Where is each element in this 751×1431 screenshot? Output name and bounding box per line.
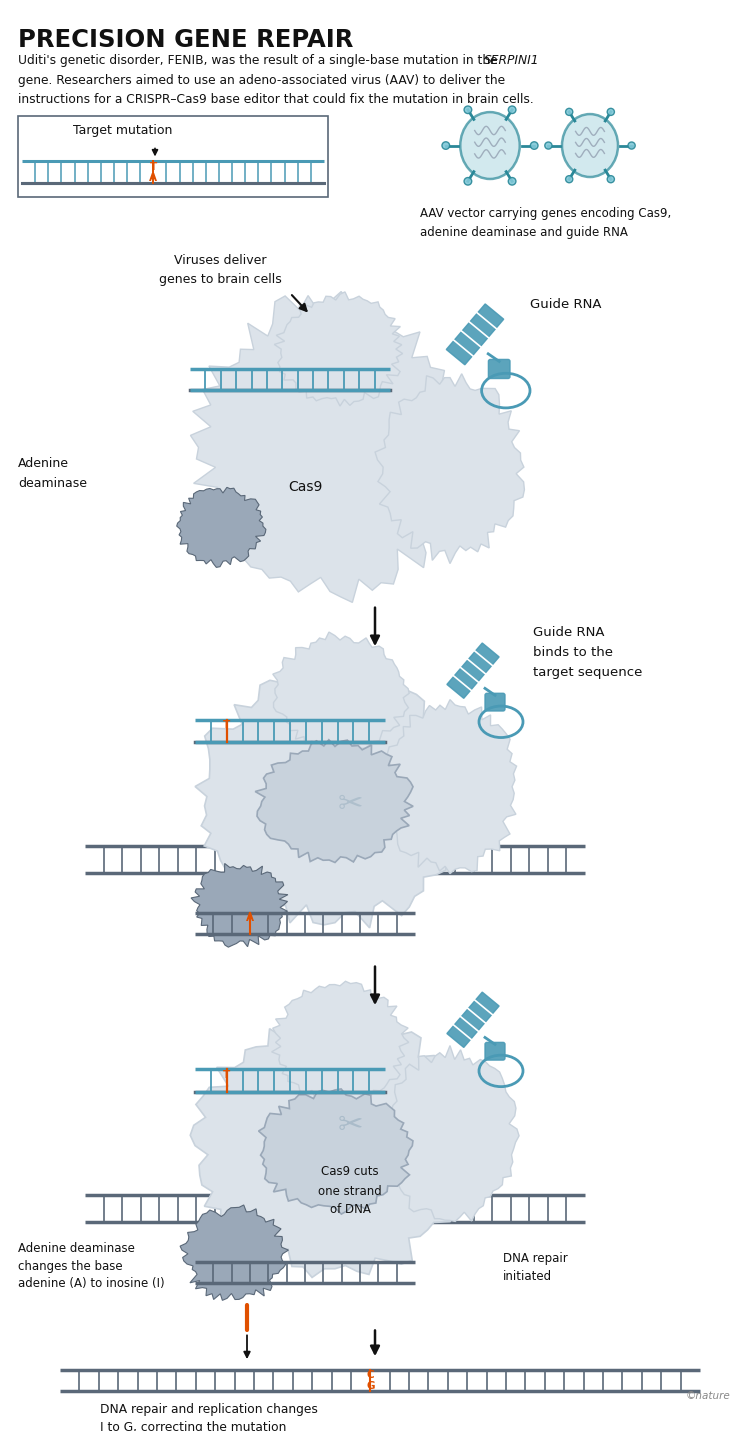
Ellipse shape (544, 142, 552, 149)
FancyBboxPatch shape (485, 693, 505, 711)
Ellipse shape (608, 176, 614, 183)
Ellipse shape (566, 109, 573, 116)
Text: SERPINI1: SERPINI1 (484, 54, 539, 67)
Text: A: A (149, 173, 157, 183)
FancyBboxPatch shape (485, 1042, 505, 1060)
Text: Cas9: Cas9 (288, 479, 322, 494)
Polygon shape (176, 488, 266, 567)
Ellipse shape (628, 142, 635, 149)
Text: adenine (A) to inosine (I): adenine (A) to inosine (I) (18, 1278, 164, 1291)
FancyBboxPatch shape (18, 116, 328, 196)
Text: ©nature: ©nature (685, 1391, 730, 1401)
Polygon shape (191, 292, 470, 602)
Text: ✂: ✂ (337, 1112, 363, 1141)
Polygon shape (381, 1046, 519, 1222)
Text: I to G, correcting the mutation: I to G, correcting the mutation (100, 1421, 286, 1431)
Text: A: A (246, 913, 254, 923)
Ellipse shape (460, 112, 520, 179)
Text: PRECISION GENE REPAIR: PRECISION GENE REPAIR (18, 27, 354, 52)
Polygon shape (255, 740, 413, 863)
Polygon shape (274, 292, 403, 406)
Text: gene. Researchers aimed to use an adeno-associated virus (AAV) to deliver the: gene. Researchers aimed to use an adeno-… (18, 74, 505, 87)
Text: Guide RNA: Guide RNA (530, 298, 602, 312)
Text: Cas9 cuts: Cas9 cuts (321, 1165, 379, 1178)
FancyBboxPatch shape (488, 359, 510, 379)
Text: deaminase: deaminase (18, 477, 87, 489)
Ellipse shape (464, 106, 472, 113)
Text: C: C (366, 1371, 374, 1381)
Text: instructions for a CRISPR–Cas9 base editor that could fix the mutation in brain : instructions for a CRISPR–Cas9 base edit… (18, 93, 534, 106)
Polygon shape (258, 1089, 413, 1213)
Text: of DNA: of DNA (330, 1202, 370, 1216)
Text: Uditi's genetic disorder, FENIB, was the result of a single-base mutation in the: Uditi's genetic disorder, FENIB, was the… (18, 54, 502, 67)
Text: DNA repair: DNA repair (503, 1252, 568, 1265)
Ellipse shape (562, 114, 618, 177)
Text: Target mutation: Target mutation (73, 124, 173, 137)
Polygon shape (447, 643, 499, 698)
Polygon shape (272, 982, 409, 1103)
Text: Viruses deliver: Viruses deliver (173, 253, 267, 266)
Polygon shape (446, 303, 504, 365)
Ellipse shape (530, 142, 538, 149)
Polygon shape (190, 1017, 472, 1278)
Text: T: T (149, 162, 157, 172)
Text: T: T (223, 720, 231, 730)
Text: adenine deaminase and guide RNA: adenine deaminase and guide RNA (420, 226, 628, 239)
Polygon shape (382, 700, 517, 873)
Text: AAV vector carrying genes encoding Cas9,: AAV vector carrying genes encoding Cas9, (420, 206, 671, 219)
Polygon shape (447, 992, 499, 1047)
Text: Adenine: Adenine (18, 458, 69, 471)
Polygon shape (180, 1205, 288, 1301)
Ellipse shape (442, 142, 450, 149)
Text: target sequence: target sequence (533, 665, 642, 678)
Text: G: G (366, 1381, 375, 1391)
Polygon shape (191, 863, 288, 947)
Ellipse shape (464, 177, 472, 185)
Text: genes to brain cells: genes to brain cells (158, 273, 282, 286)
Ellipse shape (608, 109, 614, 116)
Text: Adenine deaminase: Adenine deaminase (18, 1242, 135, 1255)
Text: DNA repair and replication changes: DNA repair and replication changes (100, 1404, 318, 1417)
Text: initiated: initiated (503, 1269, 552, 1282)
Polygon shape (375, 373, 524, 564)
Ellipse shape (508, 106, 516, 113)
Text: ✂: ✂ (337, 790, 363, 819)
Ellipse shape (566, 176, 573, 183)
Text: binds to the: binds to the (533, 645, 613, 660)
Ellipse shape (508, 177, 516, 185)
Polygon shape (195, 670, 475, 927)
Text: one strand: one strand (318, 1185, 382, 1198)
Text: Guide RNA: Guide RNA (533, 627, 605, 640)
Text: T: T (223, 1069, 231, 1079)
Text: changes the base: changes the base (18, 1259, 122, 1272)
Polygon shape (273, 633, 409, 754)
